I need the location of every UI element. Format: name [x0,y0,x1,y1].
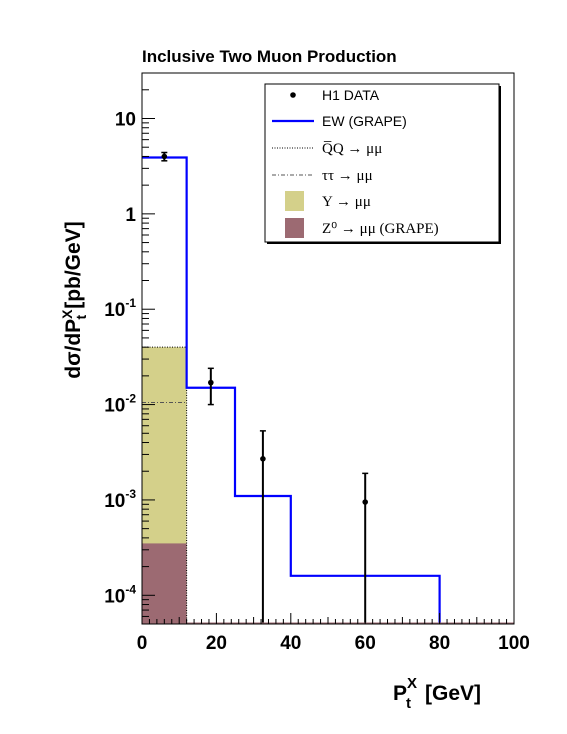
legend-box [264,83,500,243]
data-point [260,456,266,462]
legend-label: H1 DATA [322,87,380,103]
legend-label: Z⁰ → μμ (GRAPE) [322,221,439,237]
z0-fill-bar [142,543,187,624]
legend-label: Υ → μμ [322,194,371,210]
x-tick-label: 60 [355,633,376,654]
y-tick-label: 10-1 [104,296,136,321]
y-axis-title: dσ/dPXt[pb/GeV] [59,221,89,378]
legend-box-marker [285,191,304,211]
x-tick-label: 80 [429,633,450,654]
legend-box-marker [285,218,304,238]
axes: 0 20 40 60 80 100 10-4 10-3 10-2 10-1 1 10 [104,72,530,654]
x-axis-title: PX t [GeV] [393,675,481,712]
legend-point-marker [290,92,296,98]
data-point [208,379,214,386]
x-tick-label: 0 [137,633,148,654]
data-point [161,153,168,160]
chart-title: Inclusive Two Muon Production [142,47,397,66]
x-tick-label: 100 [498,633,530,654]
data-point [362,499,369,505]
legend-label: EW (GRAPE) [322,113,407,129]
x-tick-label: 20 [206,633,227,654]
y-tick-label: 1 [125,205,136,226]
ew-grape-step-line [142,156,441,624]
y-tick-label: 10 [115,109,136,130]
y-tick-label: 10-4 [104,582,136,607]
y-tick-label: 10-2 [104,392,136,417]
legend-label: Q̅Q → μμ [322,141,382,157]
legend-label: ττ → μμ [322,168,373,184]
y-tick-label: 10-3 [104,487,136,512]
x-tick-label: 40 [280,633,301,654]
legend: H1 DATA EW (GRAPE) Q̅Q → μμ ττ → μμ Υ → μμ Z⁰… [264,83,501,244]
